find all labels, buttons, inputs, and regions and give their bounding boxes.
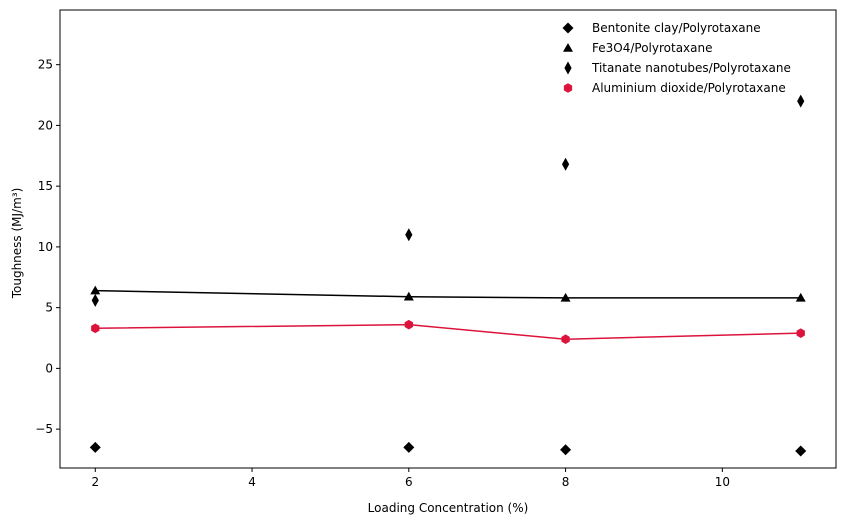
series-line: [95, 289, 801, 299]
data-point: [795, 292, 806, 302]
series-group: [90, 285, 806, 302]
data-point: [90, 285, 101, 295]
legend-label: Fe3O4/Polyrotaxane: [592, 41, 713, 55]
data-point: [91, 293, 99, 307]
legend-label: Aluminium dioxide/Polyrotaxane: [592, 81, 786, 95]
data-point: [561, 157, 570, 171]
y-tick-label: 10: [38, 240, 53, 254]
y-tick-label: 15: [38, 179, 53, 193]
series-line: [95, 323, 801, 340]
series-group: [89, 441, 807, 457]
data-point: [91, 323, 100, 334]
x-tick-label: 8: [562, 475, 570, 489]
legend-marker: [562, 22, 574, 34]
y-axis-label: Toughness (MJ/m³): [10, 188, 24, 300]
y-tick-label: 0: [45, 361, 53, 375]
data-point: [403, 291, 414, 301]
data-point: [560, 292, 571, 302]
x-tick-label: 4: [248, 475, 256, 489]
data-point: [404, 319, 413, 330]
x-tick-label: 10: [715, 475, 730, 489]
legend-marker: [563, 43, 573, 52]
x-axis-label: Loading Concentration (%): [368, 501, 529, 515]
series-group: [91, 94, 805, 307]
y-tick-label: −5: [35, 422, 53, 436]
y-axis: −5 0 5 10 15 20 25: [35, 58, 60, 436]
data-point: [89, 441, 101, 453]
y-tick-label: 20: [38, 118, 53, 132]
data-point: [560, 444, 572, 456]
legend: Bentonite clay/Polyrotaxane Fe3O4/Polyrot…: [562, 21, 791, 95]
legend-marker: [563, 83, 573, 93]
data-point: [561, 334, 570, 345]
y-tick-label: 25: [38, 58, 53, 72]
data-point: [403, 441, 415, 453]
data-point: [796, 328, 805, 338]
plot-area: [89, 94, 807, 457]
legend-marker: [564, 61, 572, 75]
x-tick-label: 6: [405, 475, 413, 489]
y-tick-label: 5: [45, 301, 53, 315]
data-point: [797, 94, 805, 108]
legend-label: Titanate nanotubes/Polyrotaxane: [591, 61, 791, 75]
legend-label: Bentonite clay/Polyrotaxane: [592, 21, 761, 35]
series-group: [91, 319, 805, 345]
x-tick-label: 2: [91, 475, 99, 489]
x-axis: 2 4 6 8 10: [91, 468, 730, 489]
data-point: [405, 228, 413, 242]
data-point: [795, 445, 807, 457]
axes-frame: [59, 9, 837, 469]
